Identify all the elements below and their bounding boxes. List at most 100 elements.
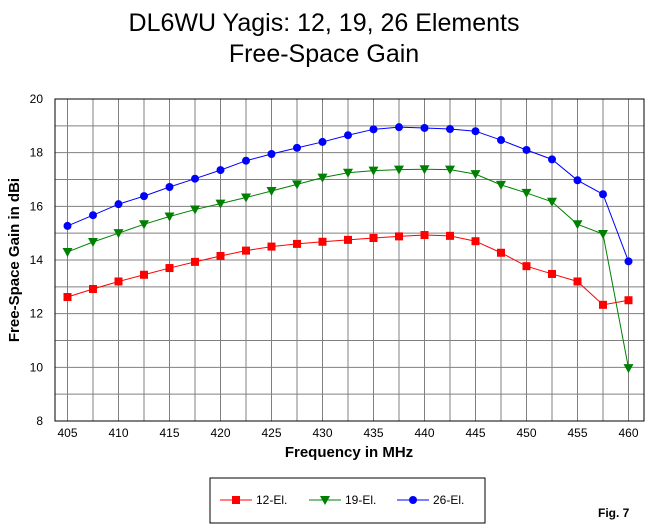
data-point	[267, 242, 276, 251]
data-point	[344, 235, 352, 244]
data-point	[140, 192, 148, 201]
y-tick-label: 14	[30, 253, 44, 267]
data-point	[242, 156, 250, 165]
data-point	[446, 125, 454, 134]
data-point	[62, 247, 73, 257]
data-point	[446, 231, 454, 240]
data-point	[624, 296, 633, 305]
data-point	[445, 165, 455, 175]
data-point	[369, 233, 378, 242]
plot-border	[54, 98, 645, 422]
data-point	[241, 193, 251, 203]
series-26-el	[63, 123, 633, 266]
data-point	[471, 237, 480, 246]
data-point	[242, 246, 250, 255]
y-tick-label: 10	[30, 360, 44, 374]
data-point	[369, 125, 378, 134]
data-point	[623, 364, 634, 374]
data-point	[394, 165, 404, 175]
data-point	[522, 262, 531, 271]
series-group	[62, 123, 634, 374]
data-point	[573, 277, 582, 286]
data-point	[599, 190, 607, 199]
data-point	[470, 170, 481, 180]
data-point	[140, 270, 148, 279]
data-point	[548, 269, 556, 278]
data-point	[89, 284, 97, 293]
x-tick-label: 405	[57, 426, 77, 440]
data-point	[471, 127, 480, 136]
data-point	[267, 150, 276, 159]
data-point	[420, 123, 429, 132]
data-point	[216, 251, 225, 260]
data-point	[599, 300, 607, 309]
x-tick-label: 420	[210, 426, 230, 440]
data-point	[89, 211, 97, 220]
y-tick-label: 8	[36, 414, 43, 428]
data-point	[497, 136, 505, 145]
data-point	[343, 168, 353, 178]
x-tick-label: 455	[567, 426, 587, 440]
data-point	[164, 212, 175, 222]
grid	[55, 98, 644, 422]
data-point	[63, 221, 72, 230]
y-tick-label: 12	[30, 307, 44, 321]
data-point	[522, 145, 531, 154]
x-tick-label: 460	[618, 426, 638, 440]
chart-title: DL6WU Yagis: 12, 19, 26 Elements	[129, 9, 520, 37]
data-point	[165, 264, 174, 273]
data-point	[165, 183, 174, 192]
x-tick-label: 415	[159, 426, 179, 440]
data-point	[548, 155, 556, 164]
data-point	[114, 277, 123, 286]
data-point	[496, 180, 506, 190]
series-12-el	[63, 231, 633, 309]
data-point	[216, 166, 225, 175]
data-point	[624, 257, 633, 266]
data-point	[293, 239, 301, 248]
x-axis-label: Frequency in MHz	[285, 444, 413, 461]
data-point	[293, 143, 301, 152]
legend: 12-El. 19-El. 26-El.	[220, 493, 464, 507]
data-point	[317, 173, 328, 183]
data-point	[266, 187, 277, 197]
x-tick-label: 440	[414, 426, 434, 440]
data-point	[598, 229, 608, 239]
data-point	[395, 232, 403, 241]
data-point	[521, 188, 532, 198]
data-point	[547, 197, 557, 207]
data-point	[318, 237, 327, 246]
chart-subtitle: Free-Space Gain	[229, 40, 419, 68]
x-tick-label: 435	[363, 426, 383, 440]
legend-label: 19-El.	[345, 493, 376, 507]
legend-marker	[232, 496, 240, 504]
data-point	[419, 165, 430, 175]
data-point	[420, 231, 429, 240]
x-tick-label: 425	[261, 426, 281, 440]
legend-marker	[409, 496, 417, 504]
x-tick-label: 430	[312, 426, 332, 440]
legend-box	[209, 477, 486, 524]
legend-marker	[320, 496, 330, 505]
y-tick-label: 20	[30, 92, 44, 106]
data-point	[573, 176, 582, 185]
data-point	[114, 200, 123, 209]
figure-label: Fig. 7	[598, 506, 630, 520]
data-point	[497, 248, 505, 257]
data-point	[572, 220, 583, 230]
x-tick-labels: 405 410 415 420 425 430 435 440 445 450 455 460	[57, 426, 638, 440]
x-tick-label: 450	[516, 426, 536, 440]
data-point	[190, 205, 200, 215]
data-point	[191, 174, 199, 183]
y-tick-label: 16	[30, 199, 44, 213]
data-point	[215, 199, 226, 209]
y-tick-labels: 8 10 12 14 16 18 20	[30, 92, 44, 428]
data-point	[88, 238, 98, 248]
series-19-el	[62, 165, 634, 374]
x-tick-label: 445	[465, 426, 485, 440]
data-point	[139, 220, 149, 230]
legend-label: 12-El.	[256, 493, 287, 507]
data-point	[344, 131, 352, 140]
